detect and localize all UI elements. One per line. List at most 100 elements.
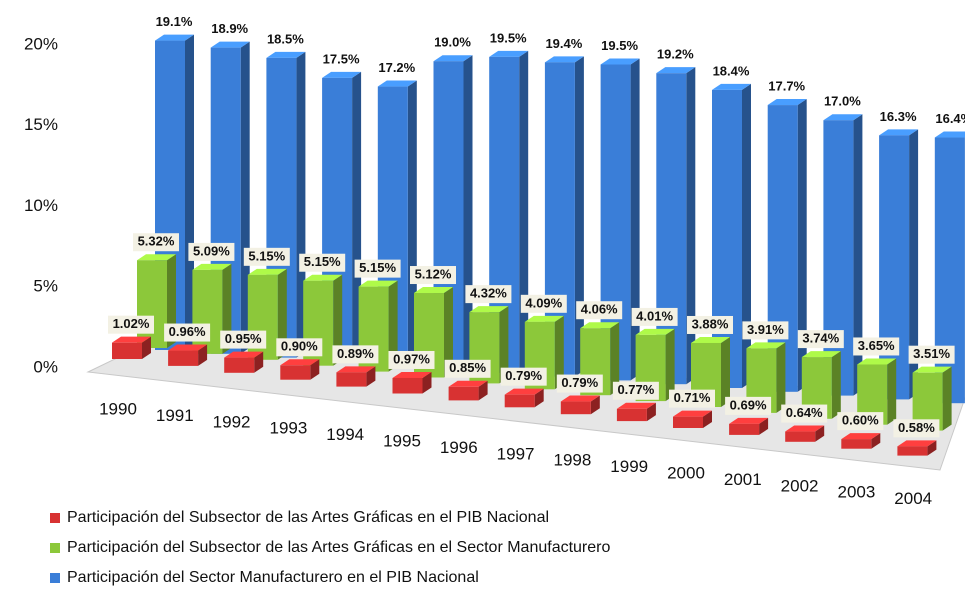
value-label: 3.91%	[747, 322, 784, 337]
bar-3d	[448, 380, 488, 401]
bar-side	[499, 306, 509, 384]
bar-side	[254, 351, 264, 373]
bar-3d	[336, 366, 376, 387]
bar-top	[358, 280, 398, 287]
bar-side	[240, 41, 250, 354]
bar-top	[303, 274, 343, 281]
value-label: 0.96%	[169, 324, 206, 339]
x-tick-label: 1999	[610, 457, 648, 476]
value-label-bg	[276, 338, 323, 357]
legend-swatch	[50, 573, 60, 583]
bar-top	[841, 433, 881, 440]
bar-3d	[358, 280, 398, 372]
value-label-bg	[243, 247, 290, 266]
value-label: 19.5%	[601, 38, 638, 53]
value-label: 0.79%	[561, 375, 598, 390]
legend-label: Participación del Subsector de las Artes…	[67, 539, 610, 556]
value-label: 18.4%	[713, 63, 750, 78]
value-label: 5.15%	[359, 260, 396, 275]
value-label: 17.7%	[768, 78, 805, 93]
bar-side	[310, 359, 320, 380]
bar-side	[444, 287, 453, 378]
bar-side	[721, 336, 730, 407]
value-label: 18.5%	[267, 31, 304, 46]
bar	[785, 431, 816, 442]
value-label-bg	[108, 315, 154, 334]
value-label: 0.77%	[617, 382, 654, 397]
bar-side	[296, 51, 306, 358]
legend-swatch	[50, 513, 60, 523]
bar-top	[912, 366, 952, 373]
value-label: 0.97%	[393, 351, 430, 366]
bar	[137, 260, 167, 348]
bar-top	[224, 351, 264, 358]
bar-3d	[841, 433, 881, 449]
bar-3d	[785, 425, 825, 442]
value-label: 0.89%	[337, 346, 374, 361]
bar-side	[198, 344, 208, 366]
bar-side	[646, 402, 656, 422]
bar-side	[759, 417, 769, 435]
bar-3d	[729, 417, 769, 435]
bar-3d	[280, 359, 320, 380]
bar-side	[887, 358, 897, 425]
y-tick-label: 15%	[24, 115, 58, 134]
bar-side	[574, 56, 584, 377]
bar	[560, 401, 591, 415]
value-label-bg	[332, 345, 379, 364]
value-label: 5.32%	[138, 234, 175, 249]
bar-top	[448, 380, 488, 387]
bar-side	[831, 351, 841, 419]
bar-side	[909, 129, 919, 400]
bar-side	[871, 433, 881, 449]
bar-3d	[168, 344, 208, 366]
bar-side	[534, 388, 544, 408]
value-label: 16.3%	[880, 109, 917, 124]
legend-swatch	[50, 543, 60, 553]
bar-side	[590, 395, 600, 415]
x-tick-label: 1994	[326, 425, 364, 444]
value-label-bg	[133, 233, 179, 252]
x-tick-label: 2002	[781, 476, 819, 495]
bar-top	[137, 254, 176, 261]
value-label-bg	[725, 396, 772, 415]
value-label: 4.09%	[525, 295, 562, 310]
x-tick-label: 2004	[894, 489, 932, 508]
bar-top	[729, 417, 769, 424]
bar-side	[686, 67, 696, 385]
x-tick-label: 1996	[440, 438, 478, 457]
x-tick-label: 1990	[99, 399, 137, 418]
value-label-bg	[631, 307, 678, 326]
bar-top	[504, 388, 544, 395]
bar-top	[266, 51, 306, 58]
bar-top	[414, 287, 453, 294]
value-label: 19.4%	[545, 36, 582, 51]
bar-side	[797, 99, 807, 392]
value-label: 16.4%	[935, 111, 965, 126]
bar-3d	[673, 410, 712, 428]
bar	[336, 372, 367, 387]
y-tick-label: 10%	[24, 196, 58, 215]
x-tick-label: 1993	[269, 419, 307, 438]
bar-top	[746, 342, 786, 349]
bar-top	[469, 306, 509, 313]
x-tick-label: 2001	[724, 470, 762, 489]
value-label: 17.5%	[323, 51, 360, 66]
bar	[280, 365, 311, 380]
bar-top	[635, 328, 675, 335]
bar	[448, 386, 479, 401]
value-label-bg	[797, 330, 844, 349]
value-label-bg	[853, 337, 900, 356]
bar-top	[392, 371, 432, 378]
value-label-bg	[444, 359, 491, 378]
value-label-bg	[576, 301, 623, 320]
value-label: 0.60%	[842, 413, 879, 428]
bar-side	[333, 274, 343, 366]
value-label-bg	[220, 330, 267, 349]
bar-side	[610, 322, 620, 396]
y-tick-label: 0%	[33, 357, 58, 376]
bar-top	[691, 336, 730, 343]
value-label: 3.51%	[913, 346, 950, 361]
value-label: 3.74%	[802, 331, 839, 346]
